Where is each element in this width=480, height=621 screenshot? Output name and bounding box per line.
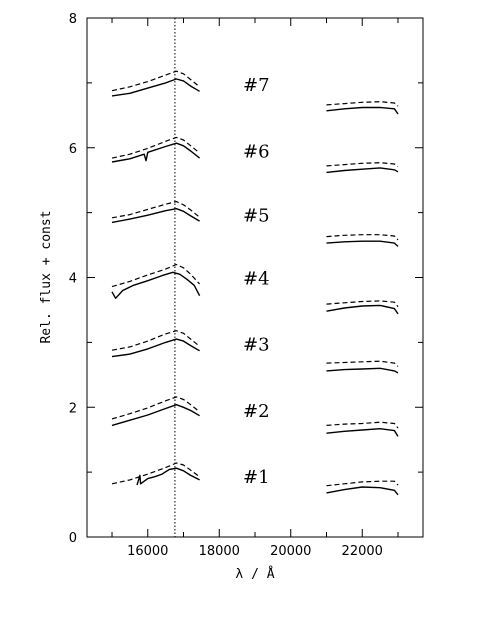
observed-h-band-line: [136, 467, 200, 486]
y-axis-label: Rel. flux + const: [39, 210, 54, 343]
x-tick-label: 22000: [342, 544, 383, 559]
observed-k-band-line: [326, 428, 399, 437]
model-k-band-line: [326, 421, 399, 429]
y-tick-label: 2: [69, 401, 77, 416]
observed-k-band-line: [326, 486, 399, 496]
model-k-band-line: [326, 360, 399, 367]
axis-ticks: [87, 17, 423, 538]
observed-k-band-line: [326, 106, 399, 115]
observed-h-band-line: [111, 142, 201, 163]
panel-label: #4: [243, 269, 270, 290]
y-tick-label: 8: [69, 12, 77, 27]
x-tick-label: 16000: [127, 544, 168, 559]
model-h-band-line: [111, 462, 200, 485]
panel-label: #2: [243, 401, 270, 422]
labels-group: 16000 18000 20000 22000 0 2 4 6 8 #1 #2 #3 #4 #5 #6 #7: [69, 12, 383, 559]
y-tick-label: 4: [69, 272, 77, 287]
observed-h-band-line: [111, 207, 200, 224]
model-h-band-line: [111, 330, 200, 351]
observed-k-band-line: [326, 304, 399, 315]
model-k-band-line: [326, 162, 399, 168]
panel-label: #1: [243, 467, 270, 488]
observed-k-band-line: [326, 240, 399, 247]
panel-label: #6: [243, 141, 270, 162]
observed-k-band-line: [326, 167, 399, 174]
model-k-band-line: [326, 300, 399, 308]
x-axis-label: λ / Å: [235, 566, 274, 582]
model-h-band-line: [111, 263, 201, 288]
model-h-band-line: [111, 396, 200, 420]
observed-h-band-line: [111, 78, 200, 97]
model-h-band-line: [111, 136, 200, 159]
observed-k-band-line: [326, 367, 399, 374]
model-h-band-line: [111, 201, 200, 219]
observed-h-band-line: [111, 404, 200, 427]
model-k-band-line: [326, 101, 399, 107]
model-h-band-line: [111, 70, 200, 92]
y-tick-label: 6: [69, 142, 77, 157]
x-tick-label: 20000: [270, 544, 311, 559]
panel-label: #3: [243, 335, 270, 356]
x-tick-label: 18000: [199, 544, 240, 559]
y-tick-label: 0: [69, 531, 77, 546]
model-k-band-line: [326, 234, 399, 241]
model-k-band-line: [326, 480, 399, 487]
panel-label: #7: [243, 75, 270, 96]
observed-h-band-line: [111, 271, 201, 299]
panel-label: #5: [243, 206, 270, 227]
observed-h-band-line: [111, 338, 200, 358]
series-group: [111, 18, 399, 537]
